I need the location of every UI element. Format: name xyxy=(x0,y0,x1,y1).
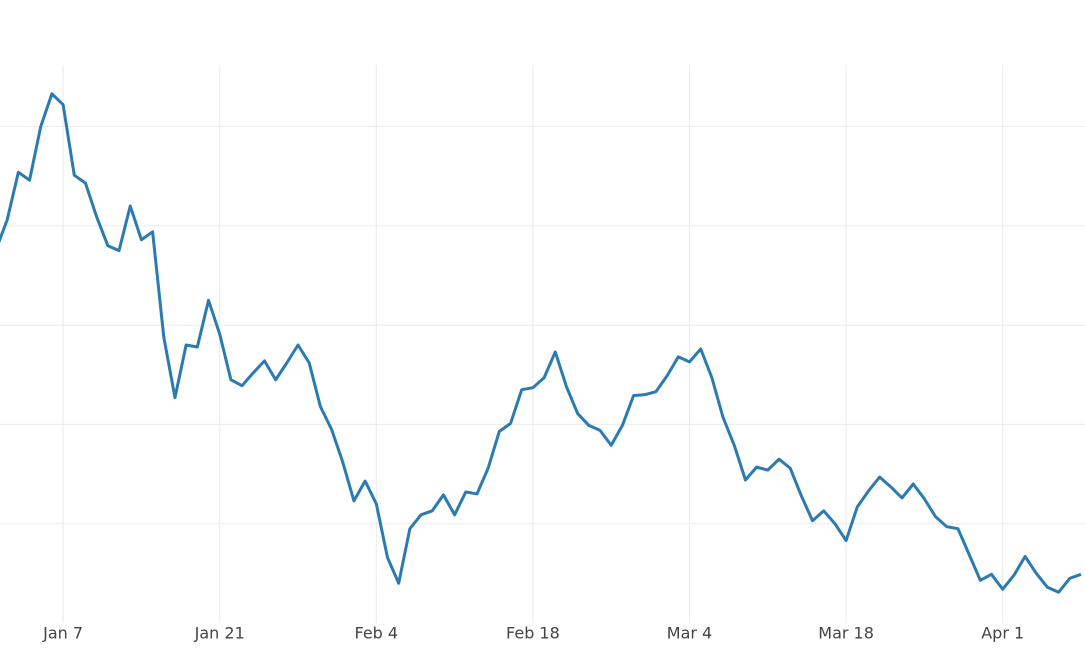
x-tick-label: Feb 18 xyxy=(506,624,560,643)
x-tick-label: Mar 4 xyxy=(667,624,712,643)
x-tick-label: Jan 21 xyxy=(194,624,245,643)
x-tick-label: Mar 18 xyxy=(818,624,874,643)
x-tick-label: Jan 7 xyxy=(42,624,83,643)
x-tick-label: Apr 1 xyxy=(981,624,1024,643)
x-tick-label: Feb 4 xyxy=(355,624,399,643)
data-line xyxy=(0,92,1082,594)
